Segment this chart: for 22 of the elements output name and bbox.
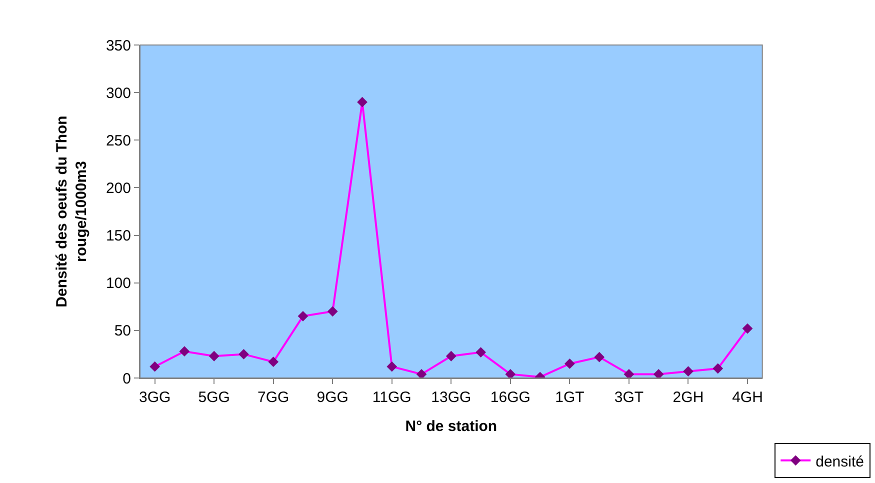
x-axis-title: N° de station [405,418,498,435]
x-tick-label: 7GG [258,389,290,406]
y-tick-label: 0 [122,370,131,388]
x-tick-label: 3GT [614,389,644,406]
legend-label: densité [816,453,864,470]
y-axis-title: Densité des oeufs du Thon rouge/1000m3 [54,116,90,308]
x-tick-label: 16GG [490,389,530,406]
x-tick-label: 4GH [732,389,763,406]
x-tick-label: 2GH [672,389,704,406]
x-tick-label: 5GG [198,389,230,406]
y-tick-label: 300 [106,84,131,102]
y-tick-label: 350 [106,37,131,54]
x-tick-label: 3GG [138,389,171,406]
x-tick-label: 11GG [372,389,412,406]
x-tick-label: 9GG [316,389,348,406]
x-tick-label: 13GG [431,389,472,406]
y-tick-label: 250 [106,132,131,150]
y-tick-label: 150 [106,228,131,245]
y-tick-label: 200 [106,180,131,197]
y-tick-label: 100 [106,275,131,292]
x-tick-label: 1GT [555,389,584,406]
y-tick-label: 50 [114,322,131,340]
